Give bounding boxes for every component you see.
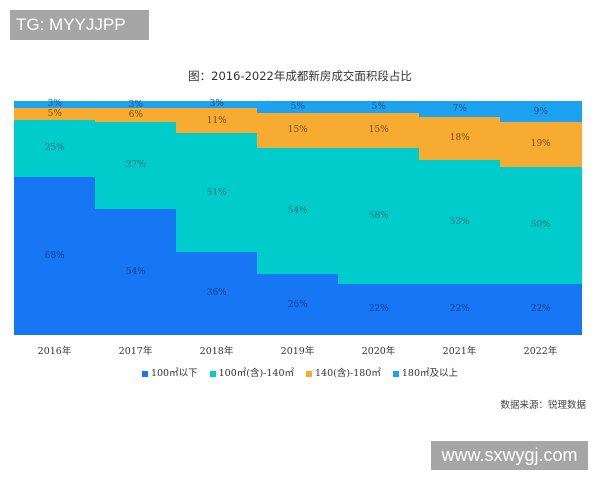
data-source: 数据来源：锐理数据 xyxy=(500,400,586,411)
x-tick-label: 2016年 xyxy=(37,346,72,357)
data-label: 15% xyxy=(287,125,308,136)
bar-segment xyxy=(176,101,258,108)
x-tick-label: 2019年 xyxy=(280,346,315,357)
bar-segment xyxy=(419,117,501,160)
x-tick-label: 2017年 xyxy=(118,346,153,357)
data-label: 22% xyxy=(530,304,551,315)
data-label: 3% xyxy=(47,99,62,110)
data-label: 18% xyxy=(449,133,470,144)
bar-segment xyxy=(95,122,177,209)
data-label: 54% xyxy=(287,205,308,216)
legend-label: 100㎡(含)-140㎡ xyxy=(218,368,294,379)
data-label: 5% xyxy=(371,101,386,112)
legend-swatch-icon xyxy=(392,370,399,377)
watermark-bottom: www.sxwygj.com xyxy=(431,441,588,470)
legend-item: 140(含)-180㎡ xyxy=(306,365,381,379)
legend-label: 180㎡及以上 xyxy=(401,368,459,379)
bar-segment xyxy=(95,108,177,123)
bar-column: 54% 37% 6% 3% xyxy=(95,99,177,335)
bar-column: 26% 54% 15% 5% xyxy=(257,101,339,335)
bar-column: 68% 25% 5% 3% xyxy=(14,99,96,335)
bar-segment xyxy=(14,107,96,120)
data-label: 3% xyxy=(128,99,143,110)
bar-segment xyxy=(176,133,258,252)
legend-swatch-icon xyxy=(306,370,312,377)
legend-item: 100㎡以下 xyxy=(141,365,198,379)
bar-column: 22% 50% 19% 9% xyxy=(500,101,582,335)
data-label: 50% xyxy=(530,220,551,231)
data-label: 7% xyxy=(452,104,467,115)
legend-swatch-icon xyxy=(141,370,148,377)
legend-swatch-icon xyxy=(209,370,216,377)
data-label: 22% xyxy=(449,304,470,315)
bar-segment xyxy=(338,112,420,148)
data-label: 22% xyxy=(368,304,389,315)
data-label: 37% xyxy=(125,160,146,171)
bar-segment xyxy=(419,101,501,118)
data-label: 26% xyxy=(287,299,308,310)
data-label: 3% xyxy=(209,99,224,110)
bar-segment xyxy=(338,283,420,335)
data-label: 9% xyxy=(533,106,548,117)
bar-segment xyxy=(14,177,96,335)
bar-segment xyxy=(95,101,177,109)
bar-segment xyxy=(95,208,177,335)
bar-segment xyxy=(257,101,339,113)
legend-item: 100㎡(含)-140㎡ xyxy=(209,365,294,379)
data-label: 25% xyxy=(44,143,65,154)
bar-segment xyxy=(257,112,339,148)
bar-segment xyxy=(500,122,582,167)
bar-segment xyxy=(14,119,96,178)
bar-segment xyxy=(338,147,420,284)
bar-segment xyxy=(500,166,582,284)
data-label: 36% xyxy=(206,288,227,299)
data-label: 51% xyxy=(206,187,227,198)
bar-segment xyxy=(338,101,420,113)
data-label: 53% xyxy=(449,216,470,227)
data-label: 6% xyxy=(128,110,143,121)
bar-column: 22% 58% 15% 5% xyxy=(338,101,420,335)
data-label: 54% xyxy=(125,266,146,277)
bar-segment xyxy=(14,101,96,108)
data-label: 58% xyxy=(368,210,389,221)
data-label: 15% xyxy=(368,125,389,136)
data-label: 68% xyxy=(44,251,65,262)
bar-segment xyxy=(500,101,582,123)
data-label: 5% xyxy=(290,101,305,112)
bar-segment xyxy=(419,159,501,284)
data-label: 19% xyxy=(530,139,551,150)
watermark-top: TG: MYYJJPP xyxy=(10,10,149,40)
bar-column: 36% 51% 11% 3% xyxy=(176,99,258,335)
chart-title: 图：2016-2022年成都新房成交面积段占比 xyxy=(188,69,412,83)
legend-item: 180㎡及以上 xyxy=(392,365,459,379)
x-tick-label: 2018年 xyxy=(199,346,234,357)
stacked-bar-plot: 68% 25% 5% 3% 54% 37% 6% 3% 36% 51% 11% 3% 26% 54% 15%… xyxy=(14,99,582,335)
bar-segment xyxy=(419,283,501,335)
bar-segment xyxy=(176,107,258,134)
bar-segment xyxy=(500,283,582,335)
legend-label: 100㎡以下 xyxy=(150,368,198,379)
bar-segment xyxy=(176,251,258,335)
x-axis-ticks: 2016年 2017年 2018年 2019年 2020年 2021年 2022年 xyxy=(14,343,581,357)
data-label: 5% xyxy=(47,108,62,119)
x-tick-label: 2022年 xyxy=(523,346,558,357)
data-label: 11% xyxy=(206,115,227,126)
x-tick-label: 2020年 xyxy=(361,346,396,357)
bar-segment xyxy=(257,274,339,335)
legend: 100㎡以下 100㎡(含)-140㎡ 140(含)-180㎡ 180㎡及以上 xyxy=(0,365,600,379)
bar-segment xyxy=(257,147,339,275)
x-tick-label: 2021年 xyxy=(442,346,477,357)
bar-column: 22% 53% 18% 7% xyxy=(419,101,501,335)
legend-label: 140(含)-180㎡ xyxy=(315,368,381,379)
